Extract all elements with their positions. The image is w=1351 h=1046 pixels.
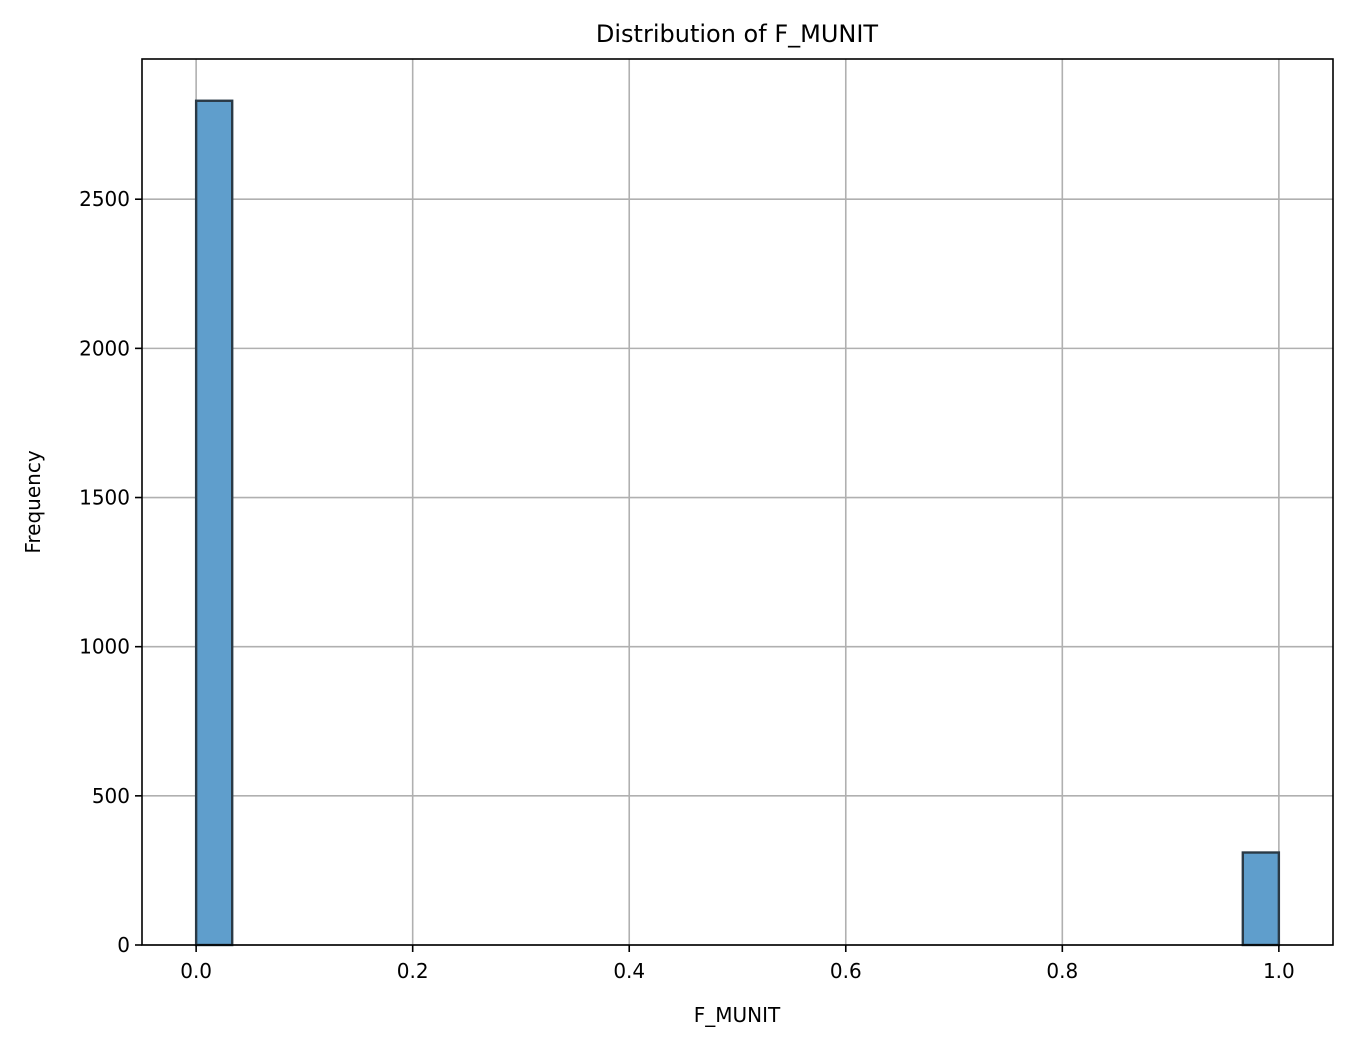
y-tick-label: 2000 bbox=[79, 336, 130, 360]
y-tick-label: 2500 bbox=[79, 187, 130, 211]
y-tick-label: 0 bbox=[117, 933, 130, 957]
x-axis-title: F_MUNIT bbox=[694, 1003, 781, 1027]
x-tick-label: 0.4 bbox=[613, 959, 645, 983]
histogram-bars bbox=[194, 99, 1281, 947]
y-axis-ticks: 0 500 1000 1500 2000 2500 bbox=[79, 187, 142, 957]
x-tick-label: 0.2 bbox=[397, 959, 429, 983]
histogram-bar bbox=[1241, 851, 1281, 947]
x-tick-label: 1.0 bbox=[1263, 959, 1295, 983]
histogram-bar bbox=[194, 99, 234, 947]
x-tick-label: 0.6 bbox=[830, 959, 862, 983]
x-tick-label: 0.0 bbox=[180, 959, 212, 983]
y-axis-title: Frequency bbox=[21, 450, 45, 553]
plot-frame bbox=[141, 58, 1334, 946]
y-tick-label: 1000 bbox=[79, 635, 130, 659]
y-tick-label: 1500 bbox=[79, 486, 130, 510]
chart-title: Distribution of F_MUNIT bbox=[596, 20, 879, 48]
y-tick-label: 500 bbox=[92, 784, 130, 808]
x-tick-label: 0.8 bbox=[1046, 959, 1078, 983]
grid-lines bbox=[142, 59, 1333, 946]
x-axis-ticks: 0.0 0.2 0.4 0.6 0.8 1.0 bbox=[180, 945, 1295, 983]
